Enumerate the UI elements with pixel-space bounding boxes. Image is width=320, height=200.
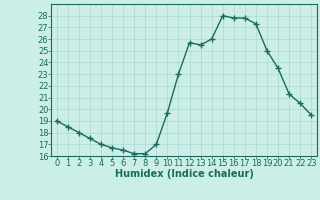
X-axis label: Humidex (Indice chaleur): Humidex (Indice chaleur) xyxy=(115,169,253,179)
